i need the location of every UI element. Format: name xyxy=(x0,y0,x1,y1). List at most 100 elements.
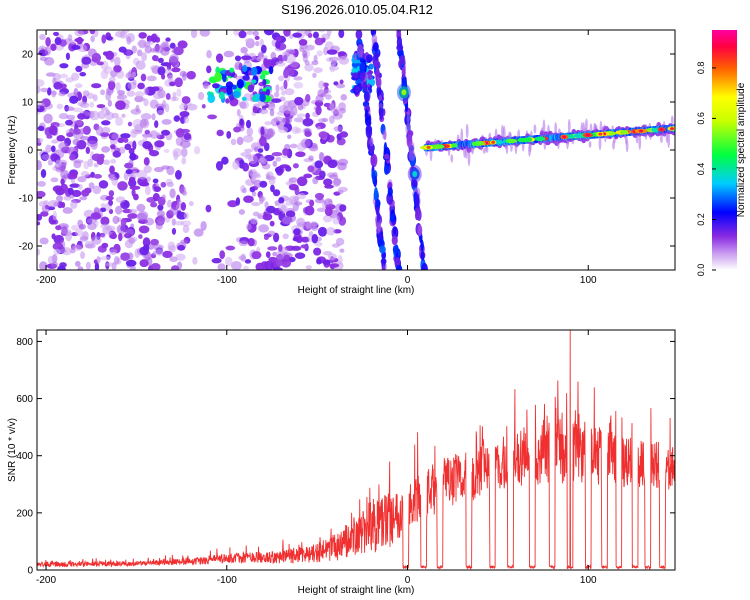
heatmap-blob xyxy=(365,125,373,134)
heatmap-blob xyxy=(161,194,166,200)
heatmap-blob xyxy=(485,146,489,153)
heatmap-blob xyxy=(329,102,335,111)
heatmap-blob xyxy=(278,75,285,82)
heatmap-blob xyxy=(125,169,133,175)
heatmap-blob xyxy=(287,134,292,140)
heatmap-blob xyxy=(433,144,444,149)
heatmap-blob xyxy=(275,254,285,260)
heatmap-blob xyxy=(322,214,333,223)
heatmap-blob xyxy=(282,105,294,114)
heatmap-blob xyxy=(183,212,189,220)
heatmap-blob xyxy=(316,125,321,131)
heatmap-blob xyxy=(415,194,420,209)
heatmap-blob xyxy=(125,228,131,237)
heatmap-blob xyxy=(241,96,247,101)
heatmap-blob xyxy=(181,147,188,158)
heatmap-blob xyxy=(43,113,53,124)
heatmap-blob xyxy=(272,251,278,257)
heatmap-blob xyxy=(179,103,187,111)
heatmap-blob xyxy=(169,81,176,87)
heatmap-blob xyxy=(218,91,225,100)
heatmap-blob xyxy=(247,84,255,93)
heatmap-blob xyxy=(314,192,325,200)
heatmap-blob xyxy=(233,90,241,98)
heatmap-blob xyxy=(177,261,183,270)
colorbar-tick-label: 0.0 xyxy=(696,264,706,277)
heatmap-blob xyxy=(144,217,155,226)
heatmap-blob xyxy=(179,110,190,118)
heatmap-blob xyxy=(426,145,431,149)
y-tick-label: 20 xyxy=(22,50,34,61)
heatmap-blob xyxy=(171,67,181,73)
heatmap-blob xyxy=(337,255,343,265)
heatmap-blob xyxy=(136,49,143,57)
heatmap-blob xyxy=(206,65,212,74)
heatmap-blob xyxy=(377,220,382,233)
heatmap-blob xyxy=(312,72,317,79)
heatmap-blob xyxy=(311,143,317,149)
heatmap-blob xyxy=(318,80,325,89)
heatmap-blob xyxy=(133,193,139,201)
heatmap-blob xyxy=(259,93,266,103)
heatmap-blob xyxy=(294,96,304,106)
heatmap-blob xyxy=(69,154,76,161)
heatmap-blob xyxy=(181,157,187,165)
heatmap-blob xyxy=(182,224,190,234)
heatmap-blob xyxy=(154,120,159,129)
heatmap-blob xyxy=(72,138,80,146)
colorbar-tick-label: 0.4 xyxy=(696,163,706,176)
heatmap-blob xyxy=(156,132,161,139)
heatmap-blob xyxy=(238,255,246,261)
heatmap-blob xyxy=(110,158,117,164)
heatmap-blob xyxy=(279,86,285,91)
heatmap-blob xyxy=(251,201,261,207)
heatmap-blob xyxy=(262,213,273,221)
heatmap-blob xyxy=(233,30,239,36)
heatmap-blob xyxy=(135,60,146,70)
heatmap-blob xyxy=(37,214,43,221)
heatmap-blob xyxy=(250,217,258,225)
heatmap-blob xyxy=(588,141,592,148)
heatmap-blob xyxy=(233,126,242,133)
heatmap-blob xyxy=(312,31,320,39)
heatmap-blob xyxy=(285,197,294,206)
heatmap-blob xyxy=(312,177,319,185)
heatmap-blob xyxy=(293,195,300,202)
heatmap-blob xyxy=(275,61,286,67)
heatmap-blob xyxy=(262,128,274,139)
heatmap-blob xyxy=(105,262,114,267)
heatmap-blob xyxy=(305,265,312,270)
heatmap-blob xyxy=(77,176,87,183)
heatmap-blob xyxy=(155,222,163,230)
heatmap-blob xyxy=(338,56,349,65)
heatmap-blob xyxy=(37,160,42,171)
heatmap-blob xyxy=(302,50,308,58)
heatmap-blob xyxy=(380,258,387,265)
heatmap-blob xyxy=(144,129,151,135)
heatmap-blob xyxy=(152,250,157,256)
heatmap-blob xyxy=(85,243,96,249)
heatmap-blob xyxy=(149,130,158,139)
heatmap-blob xyxy=(59,73,68,79)
heatmap-blob xyxy=(293,81,304,89)
heatmap-blob xyxy=(169,207,179,216)
heatmap-blob xyxy=(165,37,171,42)
heatmap-blob xyxy=(292,236,299,242)
heatmap-blob xyxy=(230,260,242,270)
heatmap-blob xyxy=(293,201,303,206)
heatmap-blob xyxy=(150,202,158,208)
heatmap-blob xyxy=(51,139,59,144)
heatmap-blob xyxy=(337,51,347,57)
heatmap-blob xyxy=(236,136,244,146)
heatmap-blob xyxy=(186,70,196,80)
heatmap-blob xyxy=(153,244,164,251)
heatmap-blob xyxy=(80,136,90,141)
heatmap-blob xyxy=(328,56,340,62)
snr-x-ticks: -200 -100 0 100 xyxy=(36,330,597,586)
heatmap-blob xyxy=(80,170,90,178)
heatmap-blob xyxy=(660,134,663,143)
heatmap-blob xyxy=(297,193,306,200)
heatmap-blob xyxy=(160,181,167,188)
heatmap-blob xyxy=(128,176,136,183)
heatmap-blob xyxy=(85,146,91,155)
